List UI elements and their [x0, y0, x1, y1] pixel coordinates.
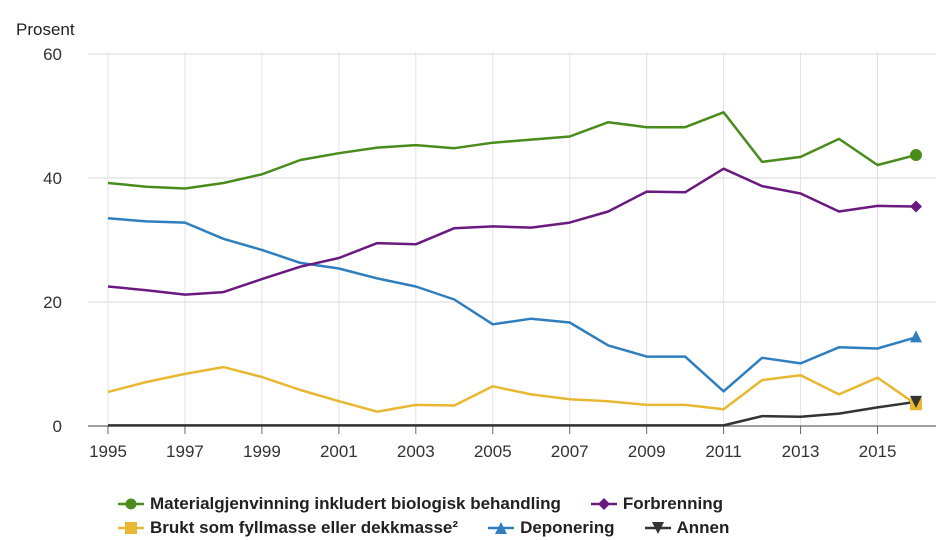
legend: Materialgjenvinning inkludert biologisk …: [118, 492, 938, 540]
legend-label: Annen: [676, 518, 730, 537]
line-chart: 0 20 40 60 1995 1997 1999 2001 2003 2005 2007 2009 2…: [43, 45, 936, 461]
series-end-marker-4: [910, 395, 922, 408]
series-end-marker-3: [910, 330, 922, 343]
axes: 0 20 40 60 1995 1997 1999 2001 2003 2005 2007 2009 2…: [43, 45, 936, 461]
series-line-3: [107, 217, 917, 393]
legend-item-annen[interactable]: Annen: [644, 518, 730, 538]
legend-label: Materialgjenvinning inkludert biologisk …: [150, 494, 561, 513]
y-axis-label: Prosent: [16, 20, 75, 39]
y-tick-label: 20: [43, 293, 62, 312]
legend-item-deponering[interactable]: Deponering: [488, 518, 615, 538]
x-tick-label: 2007: [551, 442, 589, 461]
x-tick-label: 2003: [397, 442, 435, 461]
series-line-1: [107, 167, 917, 296]
legend-label: Brukt som fyllmasse eller dekkmasse²: [150, 518, 459, 537]
legend-symbol-circle-icon: [118, 498, 144, 510]
x-tick-label: 2011: [705, 442, 742, 461]
y-tick-label: 60: [43, 45, 62, 64]
legend-item-materialgjenvinning[interactable]: Materialgjenvinning inkludert biologisk …: [118, 494, 561, 514]
x-tick-label: 2001: [320, 442, 358, 461]
legend-symbol-diamond-icon: [590, 498, 617, 510]
series-line-0: [107, 111, 917, 190]
legend-row-1: Materialgjenvinning inkludert biologisk …: [118, 492, 938, 516]
x-tick-label: 2013: [782, 442, 820, 461]
series-end-marker-0: [910, 149, 922, 162]
series-line-2: [107, 365, 917, 413]
legend-symbol-square-icon: [118, 522, 144, 534]
legend-symbol-triangle-down-icon: [644, 522, 671, 534]
series-end-marker-1: [910, 200, 922, 213]
legend-symbol-triangle-icon: [488, 522, 515, 534]
series-markers: [910, 149, 922, 411]
x-tick-label: 1995: [89, 442, 127, 461]
x-tick-label: 1997: [166, 442, 204, 461]
grid-lines: [88, 52, 936, 427]
y-tick-label: 0: [53, 417, 62, 436]
x-tick-label: 1999: [243, 442, 281, 461]
legend-item-fyllmasse[interactable]: Brukt som fyllmasse eller dekkmasse²: [118, 518, 458, 538]
x-tick-label: 2005: [474, 442, 512, 461]
series-lines: [107, 111, 917, 427]
legend-label: Forbrenning: [622, 494, 723, 513]
legend-row-2: Brukt som fyllmasse eller dekkmasse² Dep…: [118, 516, 938, 540]
series-line-4: [108, 400, 917, 427]
x-tick-label: 2009: [628, 442, 666, 461]
legend-item-forbrenning[interactable]: Forbrenning: [590, 494, 723, 514]
y-tick-label: 40: [43, 169, 62, 188]
x-tick-label: 2015: [859, 442, 897, 461]
legend-label: Deponering: [520, 518, 615, 537]
